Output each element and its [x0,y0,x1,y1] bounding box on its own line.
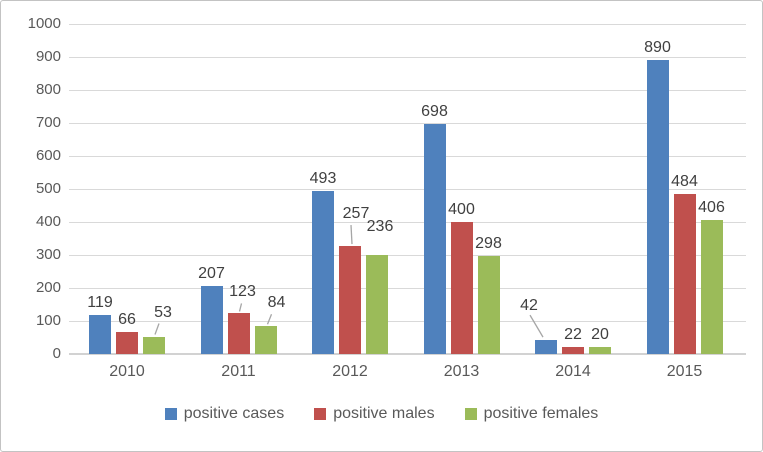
x-tick-label-2013: 2013 [443,363,480,380]
x-tick-label-2014: 2014 [555,363,591,380]
data-label-positive-males-2011: 123 [229,283,256,301]
data-label-positive-cases-2010: 119 [87,293,113,311]
legend-swatch-icon [164,408,177,420]
gridline-100 [69,321,746,322]
bar-positive-cases-2013 [423,123,446,354]
bar-positive-females-2010 [143,336,165,354]
y-tick-label-0: 0 [52,345,61,362]
bar-positive-males-2013 [450,222,473,354]
data-label-positive-cases-2012: 493 [309,170,337,188]
y-tick-label-800: 800 [35,81,61,98]
y-tick-label-400: 400 [35,213,61,230]
gridline-1000 [69,24,746,25]
y-tick-label-500: 500 [35,180,61,197]
bar-positive-cases-2015 [646,60,669,354]
y-tick-label-900: 900 [35,48,61,65]
leader-line [154,323,160,335]
y-tick-label-700: 700 [35,114,61,131]
data-label-positive-males-2015: 484 [671,173,698,191]
data-label-positive-females-2010: 53 [154,303,172,321]
y-tick-label-300: 300 [35,246,61,263]
bar-positive-males-2012 [339,246,361,354]
legend-label: positive males [333,405,435,422]
y-tick-label-100: 100 [35,312,61,329]
bar-positive-males-2015 [673,194,696,354]
bar-positive-females-2011 [254,326,277,354]
x-tick-label-2012: 2012 [332,363,368,380]
data-label-positive-males-2013: 400 [448,201,475,218]
legend-swatch-icon [464,408,477,420]
legend: positive cases positive males positive fem… [1,405,762,423]
data-label-positive-males-2010: 66 [118,311,136,329]
bar-positive-cases-2014 [535,340,557,354]
data-label-positive-cases-2011: 207 [198,264,225,282]
data-label-positive-females-2014: 20 [591,326,609,344]
gridline-900 [69,57,746,58]
x-axis-line [69,353,746,355]
data-label-positive-females-2011: 84 [267,294,286,312]
gridline-400 [69,222,746,223]
x-tick-label-2010: 2010 [109,363,145,380]
legend-swatch-icon [314,408,327,420]
gridline-600 [69,156,746,157]
bar-positive-males-2011 [227,313,250,354]
data-label-positive-females-2015: 406 [698,199,725,217]
bar-positive-females-2014 [589,347,611,354]
data-label-positive-males-2012: 257 [342,205,370,223]
plot-area: 119 207 493 698 42 890 66 123 257 400 22 484 53 84 236… [69,24,746,355]
gridline-800 [69,90,746,91]
data-label-positive-females-2012: 236 [366,218,394,236]
legend-item-positive-females: positive females [464,405,599,423]
bar-positive-cases-2010 [89,314,111,354]
data-label-positive-cases-2014: 42 [520,297,538,315]
leader-line [238,303,243,312]
bar-positive-males-2010 [116,332,138,354]
bar-positive-cases-2011 [200,285,223,354]
gridline-500 [69,189,746,190]
bar-positive-cases-2012 [312,191,334,354]
data-label-positive-females-2013: 298 [475,234,502,252]
x-tick-label-2011: 2011 [221,363,256,380]
y-tick-label-600: 600 [35,147,61,164]
bar-positive-females-2015 [700,220,723,354]
bar-positive-females-2012 [366,255,388,354]
y-tick-label-1000: 1000 [27,15,61,32]
data-label-positive-cases-2015: 890 [644,39,671,57]
data-label-positive-cases-2013: 698 [421,102,448,120]
bar-positive-males-2014 [562,346,584,354]
data-label-positive-males-2014: 22 [564,325,582,343]
y-tick-label-200: 200 [35,279,61,296]
gridline-300 [69,255,746,256]
x-tick-label-2015: 2015 [666,363,703,380]
legend-item-positive-cases: positive cases [164,405,285,423]
leader-line [350,225,353,245]
bar-positive-females-2013 [477,255,500,354]
gridline-200 [69,288,746,289]
legend-label: positive females [483,405,599,422]
leader-line [266,314,273,325]
gridline-700 [69,123,746,124]
legend-item-positive-males: positive males [314,405,435,423]
legend-label: positive cases [183,405,285,422]
leader-line [529,314,544,338]
